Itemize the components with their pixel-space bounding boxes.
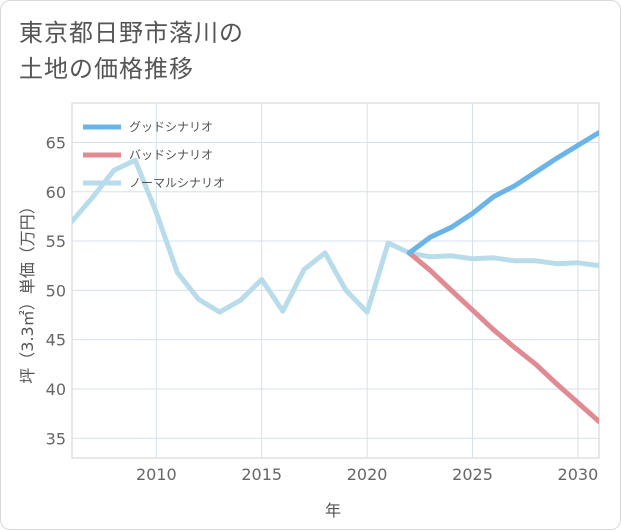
y-tick-label-55: 55 bbox=[46, 232, 66, 251]
grid bbox=[72, 103, 599, 458]
series-line-0 bbox=[406, 130, 599, 256]
title-line-1: 東京都日野市落川の bbox=[19, 19, 244, 47]
y-tick-label-65: 65 bbox=[46, 133, 66, 152]
legend-label-2: ノーマルシナリオ bbox=[129, 176, 225, 190]
title-line-2: 土地の価格推移 bbox=[19, 55, 194, 83]
y-tick-label-35: 35 bbox=[46, 429, 66, 448]
y-axis-title: 坪（3.3㎡）単価（万円） bbox=[18, 198, 37, 383]
series-line-2 bbox=[72, 157, 599, 315]
page-title: 東京都日野市落川の 土地の価格推移 bbox=[19, 15, 244, 87]
axis-ticks: 2010 2015 2020 2025 2030 35 40 45 50 55 60 65 bbox=[46, 133, 599, 484]
y-tick-label-40: 40 bbox=[46, 380, 66, 399]
series-line-1 bbox=[406, 250, 599, 424]
y-tick-label-50: 50 bbox=[46, 281, 66, 300]
x-tick-label-2030: 2030 bbox=[558, 465, 599, 484]
legend-label-0: グッドシナリオ bbox=[129, 120, 213, 134]
legend-label-1: バッドシナリオ bbox=[129, 148, 213, 162]
y-tick-label-60: 60 bbox=[46, 183, 66, 202]
y-tick-label-45: 45 bbox=[46, 331, 66, 350]
x-tick-label-2020: 2020 bbox=[347, 465, 388, 484]
x-tick-label-2015: 2015 bbox=[241, 465, 282, 484]
x-axis-title: 年 bbox=[325, 501, 341, 520]
x-tick-label-2010: 2010 bbox=[136, 465, 177, 484]
series-lines bbox=[72, 130, 599, 424]
plot-area bbox=[71, 102, 600, 459]
x-tick-label-2025: 2025 bbox=[452, 465, 493, 484]
